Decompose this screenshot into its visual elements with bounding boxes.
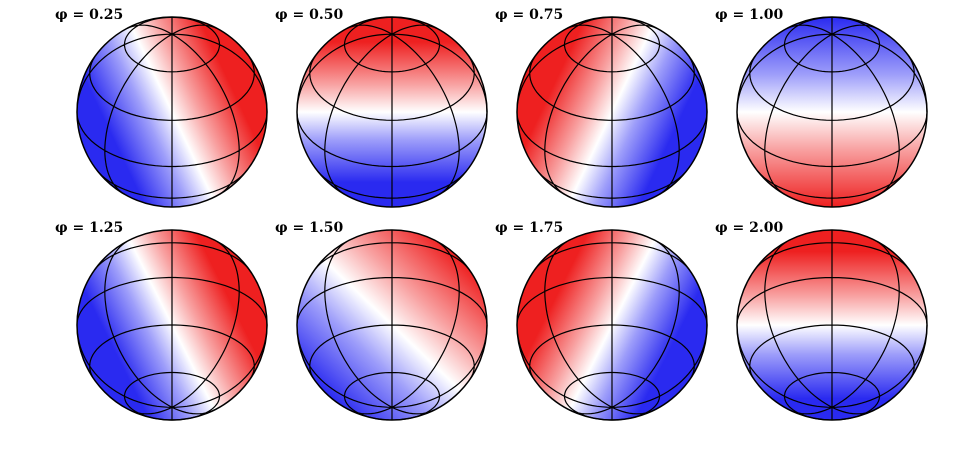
grid-lines [76, 230, 268, 421]
panel: φ = 0.25 [55, 7, 268, 208]
grid-lines [76, 16, 268, 207]
panel: φ = 1.75 [495, 220, 708, 421]
phase-label: φ = 1.00 [715, 7, 784, 23]
phase-label: φ = 0.50 [275, 7, 344, 23]
panel: φ = 0.75 [495, 7, 708, 208]
phase-label: φ = 1.50 [275, 220, 344, 236]
panel: φ = 0.50 [275, 7, 488, 208]
phase-label: φ = 0.25 [55, 7, 123, 23]
grid-lines [516, 16, 708, 207]
grid-lines [736, 16, 928, 207]
grid-lines [516, 230, 708, 421]
panel: φ = 2.00 [715, 220, 928, 421]
phase-label: φ = 1.75 [495, 220, 563, 236]
phase-label: φ = 1.25 [55, 220, 123, 236]
panel: φ = 1.00 [715, 7, 928, 208]
phase-label: φ = 2.00 [715, 220, 784, 236]
grid-lines [296, 230, 488, 421]
phase-label: φ = 0.75 [495, 7, 563, 23]
grid-lines [736, 230, 928, 421]
grid-lines [296, 16, 488, 207]
panel: φ = 1.25 [55, 220, 268, 421]
panel: φ = 1.50 [275, 220, 488, 421]
